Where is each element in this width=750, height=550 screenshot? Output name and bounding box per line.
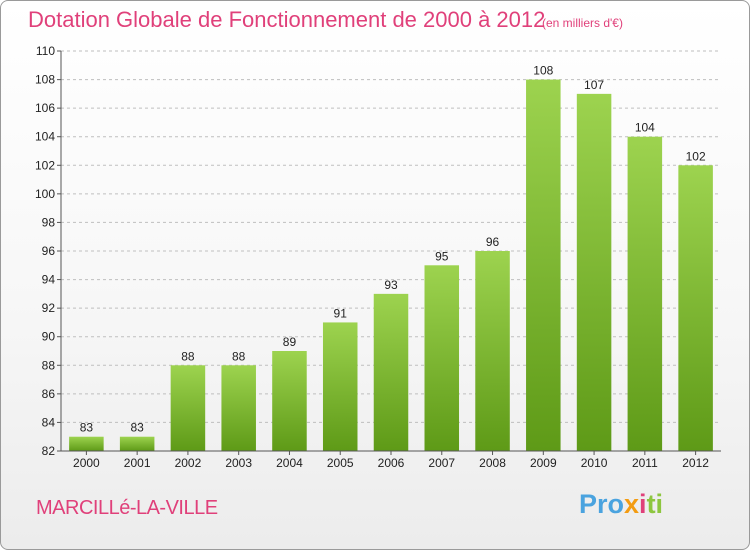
y-tick-label-104: 104 xyxy=(35,130,55,144)
y-tick-label-92: 92 xyxy=(42,301,56,315)
bar-2004 xyxy=(272,351,307,451)
bar-2009 xyxy=(526,79,561,452)
data-label-2007: 95 xyxy=(435,249,449,263)
x-tick-label-2009: 2009 xyxy=(530,456,557,470)
data-label-2002: 88 xyxy=(181,349,195,363)
x-tick-label-2007: 2007 xyxy=(428,456,455,470)
data-label-2004: 89 xyxy=(283,335,297,349)
data-label-2012: 102 xyxy=(686,149,706,163)
bar-2010 xyxy=(576,93,612,451)
bar-2005 xyxy=(322,322,358,451)
data-label-2001: 83 xyxy=(130,421,144,435)
x-tick-label-2004: 2004 xyxy=(276,456,303,470)
y-tick-label-98: 98 xyxy=(42,215,56,229)
x-tick-label-2005: 2005 xyxy=(327,456,354,470)
x-tick-label-2002: 2002 xyxy=(175,456,202,470)
data-label-2000: 83 xyxy=(80,421,94,435)
bar-2008 xyxy=(475,251,510,451)
y-tick-label-88: 88 xyxy=(42,358,56,372)
chart-subtitle: (en milliers d'€) xyxy=(542,16,623,30)
x-tick-label-2003: 2003 xyxy=(225,456,252,470)
y-tick-label-100: 100 xyxy=(35,187,55,201)
data-label-2009: 108 xyxy=(533,64,553,78)
bar-2003 xyxy=(221,365,256,451)
x-tick-label-2011: 2011 xyxy=(632,456,658,470)
data-label-2011: 104 xyxy=(635,121,655,135)
data-label-2006: 93 xyxy=(384,278,398,292)
y-tick-label-96: 96 xyxy=(42,244,56,258)
chart-title: Dotation Globale de Fonctionnement de 20… xyxy=(28,7,546,32)
place-name: MARCILLé-LA-VILLE xyxy=(36,497,218,519)
y-tick-label-86: 86 xyxy=(42,387,56,401)
tick-labels: 82 84 86 88 90 92 94 96 98 100 102 104 106 108 110 83 20… xyxy=(35,44,709,470)
bar-2012 xyxy=(678,165,713,452)
y-tick-label-94: 94 xyxy=(42,273,56,287)
bar-2006 xyxy=(373,293,409,451)
data-label-2003: 88 xyxy=(232,349,246,363)
bars xyxy=(69,79,713,452)
x-tick-label-2008: 2008 xyxy=(479,456,506,470)
bar-2011 xyxy=(627,136,663,451)
y-tick-label-102: 102 xyxy=(35,158,55,172)
y-tick-label-108: 108 xyxy=(35,73,55,87)
y-tick-label-90: 90 xyxy=(42,330,56,344)
bar-2000 xyxy=(69,436,104,451)
data-label-2005: 91 xyxy=(334,306,348,320)
x-tick-label-2006: 2006 xyxy=(378,456,405,470)
data-label-2008: 96 xyxy=(486,235,500,249)
x-tick-label-2010: 2010 xyxy=(581,456,608,470)
x-tick-label-2000: 2000 xyxy=(73,456,100,470)
y-tick-label-82: 82 xyxy=(42,444,56,458)
x-tick-label-2001: 2001 xyxy=(124,456,151,470)
y-tick-label-106: 106 xyxy=(35,101,55,115)
x-tick-label-2012: 2012 xyxy=(682,456,709,470)
y-tick-label-84: 84 xyxy=(42,415,56,429)
y-tick-label-110: 110 xyxy=(36,44,55,58)
proxiti-logo: Proxiti xyxy=(579,489,664,519)
bar-2007 xyxy=(424,265,460,451)
axes xyxy=(57,50,721,455)
bar-2002 xyxy=(170,365,206,451)
bar-2001 xyxy=(119,436,155,451)
data-label-2010: 107 xyxy=(584,78,604,92)
